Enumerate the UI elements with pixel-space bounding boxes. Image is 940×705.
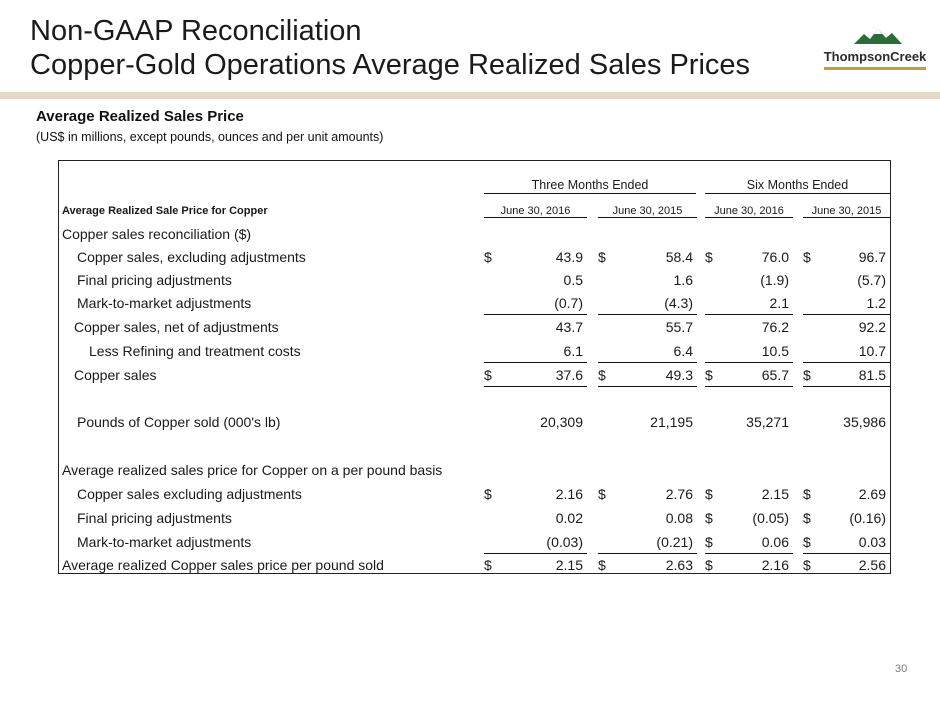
row-label: Copper sales, net of adjustments [74,319,279,335]
table-cell: $76.0 [705,249,789,265]
dollar-sign: $ [705,367,713,383]
dollar-sign: $ [803,486,811,502]
table-cell: (0.7) [484,295,587,315]
reconciliation-table [58,160,891,574]
table-cell: $81.5 [803,367,890,387]
table-cell: $58.4 [598,249,693,265]
table-cell: (4.3) [598,295,697,315]
dollar-sign: $ [598,557,606,573]
table-cell: $2.16 [484,486,583,502]
row-label: Mark-to-market adjustments [77,295,252,311]
table-cell: 21,195 [650,414,693,430]
title-line-1: Non-GAAP Reconciliation [30,15,362,47]
row-label: Average realized sales price for Copper … [62,462,443,478]
table-cell: 6.1 [484,343,587,363]
row-header-label: Average Realized Sale Price for Copper [62,205,268,217]
dollar-sign: $ [705,249,713,265]
section-subtitle: (US$ in millions, except pounds, ounces … [36,130,384,144]
table-cell: 55.7 [665,319,693,335]
table-cell: 92.2 [858,319,886,335]
row-label: Copper sales, excluding adjustments [77,249,306,265]
table-cell: (5.7) [857,272,886,288]
row-label: Mark-to-market adjustments [77,534,252,550]
table-cell: 76.2 [761,319,789,335]
table-cell: 0.08 [665,510,693,526]
table-cell: $2.15 [484,557,583,573]
logo-text: ThompsonCreek [824,49,927,64]
table-cell: $0.06 [705,534,793,554]
dollar-sign: $ [803,534,811,550]
table-cell: $2.16 [705,557,789,573]
dollar-sign: $ [803,557,811,573]
col-header-three-2016: June 30, 2016 [484,205,587,218]
table-cell: 1.6 [673,272,693,288]
dollar-sign: $ [484,557,492,573]
dollar-sign: $ [705,486,713,502]
dollar-sign: $ [598,367,606,383]
table-cell: (0.21) [598,534,697,554]
row-label: Less Refining and treatment costs [89,343,301,359]
col-header-six-2015: June 30, 2015 [803,205,890,218]
table-cell: $2.15 [705,486,789,502]
table-cell: 2.1 [705,295,793,315]
row-label: Final pricing adjustments [77,510,232,526]
title-line-2: Copper-Gold Operations Average Realized … [30,49,751,81]
row-label: Average realized Copper sales price per … [62,557,384,573]
table-cell: (1.9) [760,272,789,288]
table-cell: $2.69 [803,486,886,502]
dollar-sign: $ [803,249,811,265]
table-cell: $0.03 [803,534,890,554]
table-cell: $2.56 [803,557,886,573]
table-cell: 20,309 [540,414,583,430]
row-label: Pounds of Copper sold (000's lb) [77,414,281,430]
group-header-three-months: Three Months Ended [484,178,696,194]
table-cell: 0.02 [555,510,583,526]
title-divider [0,92,940,99]
company-logo: ThompsonCreek [820,24,930,80]
dollar-sign: $ [705,557,713,573]
row-label: Copper sales excluding adjustments [77,486,302,502]
table-cell: $49.3 [598,367,697,387]
row-label: Final pricing adjustments [77,272,232,288]
row-label: Copper sales [74,367,157,383]
table-cell: $ (0.16) [803,510,886,526]
dollar-sign: $ [705,510,713,526]
table-cell: $ (0.05) [705,510,789,526]
table-cell: $2.76 [598,486,693,502]
table-cell: 10.7 [803,343,890,363]
dollar-sign: $ [484,367,492,383]
section-title: Average Realized Sales Price [36,108,244,125]
table-cell: 35,271 [746,414,789,430]
col-header-six-2016: June 30, 2016 [705,205,793,218]
table-cell: 6.4 [598,343,697,363]
dollar-sign: $ [484,249,492,265]
row-label: Copper sales reconciliation ($) [62,226,252,242]
table-cell: $37.6 [484,367,587,387]
dollar-sign: $ [484,486,492,502]
table-cell: 35,986 [843,414,886,430]
page-number: 30 [895,663,908,675]
col-header-three-2015: June 30, 2015 [598,205,697,218]
page-title: Non-GAAP Reconciliation Copper-Gold Oper… [30,14,750,82]
table-cell: $2.63 [598,557,693,573]
dollar-sign: $ [803,367,811,383]
dollar-sign: $ [803,510,811,526]
table-cell: $65.7 [705,367,793,387]
dollar-sign: $ [705,534,713,550]
dollar-sign: $ [598,249,606,265]
table-cell: 0.5 [563,272,583,288]
table-cell: $96.7 [803,249,886,265]
table-cell: 43.7 [555,319,583,335]
table-cell: $43.9 [484,249,583,265]
table-cell: 1.2 [803,295,890,315]
dollar-sign: $ [598,486,606,502]
table-cell: 10.5 [705,343,793,363]
group-header-six-months: Six Months Ended [705,178,890,194]
table-cell: (0.03) [484,534,587,554]
